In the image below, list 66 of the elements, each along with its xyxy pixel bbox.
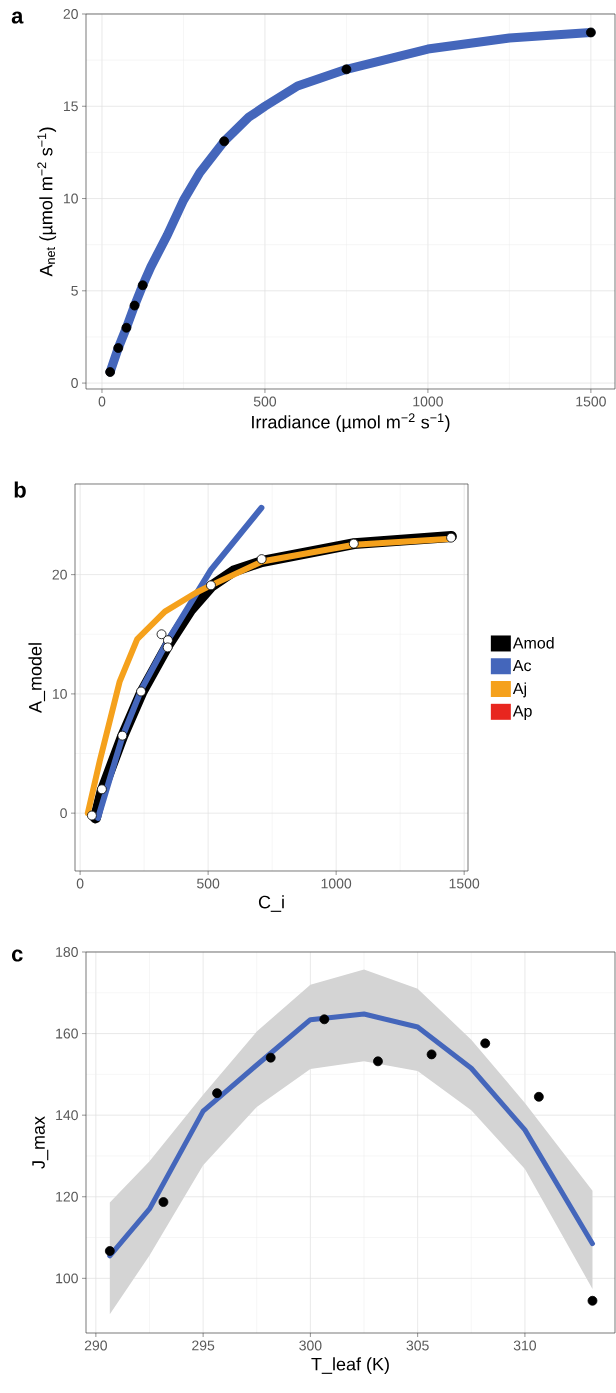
y-axis-title: A$_{net}$ (µmol m$^{−2}$ s$^{−1}$) <box>37 127 57 277</box>
y-tick-label: 160 <box>56 1028 78 1039</box>
y-axis-title: A_model <box>28 643 46 713</box>
point <box>87 810 97 821</box>
x-axis-title: Irradiance (µmol m$^{−2}$ s$^{−1}$) <box>252 413 450 433</box>
x-axis-title: T_leaf (K) <box>311 1357 389 1375</box>
point <box>533 1091 544 1102</box>
point <box>156 629 167 640</box>
x-tick-label: 295 <box>192 1340 215 1351</box>
point <box>319 1014 330 1025</box>
point <box>96 784 107 795</box>
point <box>104 1246 115 1256</box>
point <box>136 686 146 697</box>
y-tick-label: 10 <box>52 688 67 699</box>
point <box>117 730 128 741</box>
y-tick-label: 140 <box>56 1110 78 1121</box>
x-tick-label: 500 <box>197 878 220 889</box>
y-tick-label: 20 <box>52 569 67 580</box>
y-tick-label: 0 <box>60 808 67 819</box>
point <box>121 322 132 333</box>
x-tick-label: 1500 <box>449 878 480 889</box>
legend-label: Amod <box>512 636 554 649</box>
point <box>113 343 124 353</box>
point <box>265 1052 276 1063</box>
point <box>105 367 116 377</box>
x-tick-label: 500 <box>253 396 277 407</box>
point <box>446 532 457 543</box>
x-tick-label: 310 <box>513 1340 537 1351</box>
point <box>587 1295 598 1306</box>
y-tick-label: 120 <box>56 1191 78 1202</box>
x-tick-label: 300 <box>299 1340 322 1351</box>
point <box>129 300 140 311</box>
y-axis-title: J_max <box>32 1116 49 1169</box>
y-tick-label: 20 <box>63 9 78 19</box>
chart-title: a <box>11 11 24 24</box>
x-tick-label: 290 <box>84 1340 107 1351</box>
y-tick-label: 5 <box>71 285 78 296</box>
legend-label: Ap <box>512 705 532 720</box>
legend-label: Ac <box>512 659 532 672</box>
point <box>162 642 173 653</box>
point <box>348 538 359 549</box>
point <box>137 280 148 291</box>
y-tick-label: 15 <box>63 101 78 112</box>
y-tick-label: 0 <box>71 378 78 389</box>
x-tick-label: 1000 <box>413 396 443 407</box>
point <box>212 1088 222 1099</box>
point <box>341 64 352 75</box>
y-tick-label: 10 <box>63 193 78 204</box>
point <box>373 1056 383 1067</box>
x-tick-label: 1000 <box>321 878 352 889</box>
x-axis-title: C_i <box>258 895 284 912</box>
point <box>219 136 230 147</box>
point <box>158 1197 169 1207</box>
y-tick-label: 100 <box>56 1273 78 1284</box>
y-tick-label: 180 <box>56 947 78 957</box>
point <box>426 1049 437 1060</box>
legend-label: Aj <box>512 682 526 698</box>
point <box>585 27 596 38</box>
point <box>206 580 216 591</box>
x-tick-label: 0 <box>98 396 106 407</box>
x-tick-label: 1500 <box>576 396 606 407</box>
point <box>480 1038 491 1049</box>
chart-title: c <box>11 949 23 962</box>
x-tick-label: 305 <box>406 1340 429 1351</box>
chart-title: b <box>14 481 26 498</box>
point <box>256 554 267 565</box>
